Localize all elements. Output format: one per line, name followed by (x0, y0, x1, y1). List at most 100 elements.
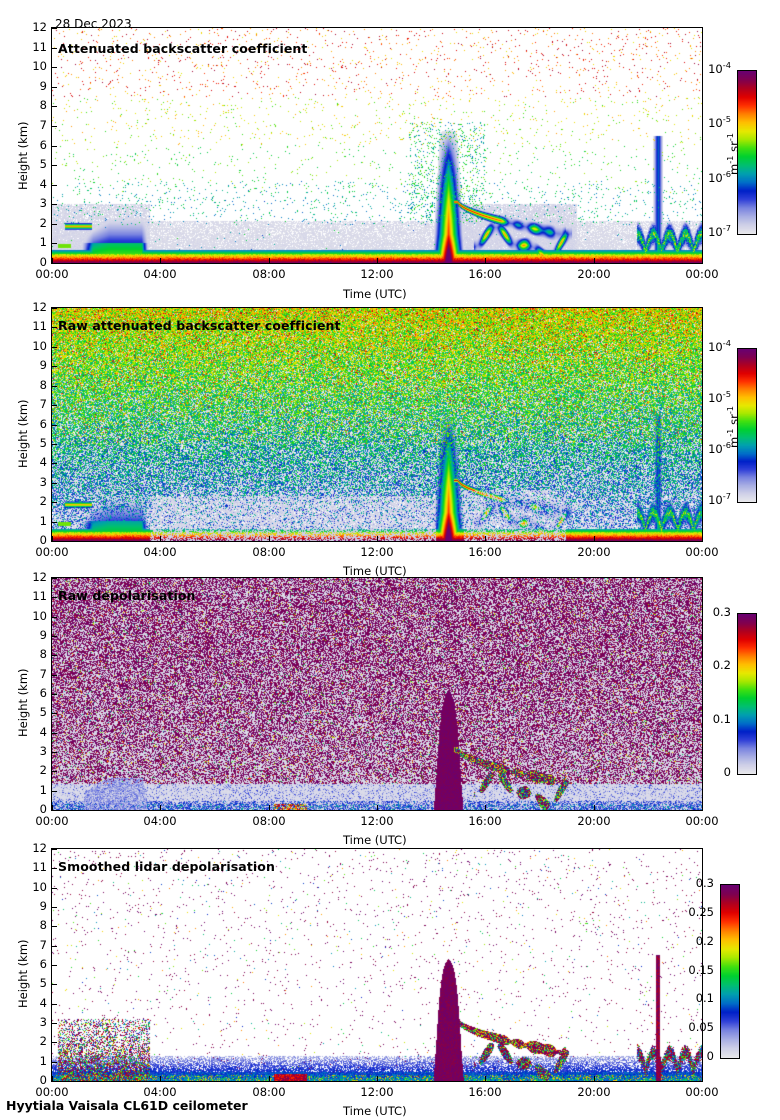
y-tick-mark (52, 733, 57, 734)
plot-area-raw-depolarisation[interactable] (51, 577, 703, 811)
y-tick-mark (52, 243, 57, 244)
x-tick-mark (702, 536, 703, 541)
y-tick-mark (52, 926, 57, 927)
panel-title-attenuated-backscatter: Attenuated backscatter coefficient (58, 41, 308, 56)
y-tick-label: 10 (32, 339, 47, 353)
y-tick-mark (52, 146, 57, 147)
x-tick-label: 20:00 (577, 267, 611, 281)
x-tick-mark (485, 1076, 486, 1081)
x-tick-label: 04:00 (143, 814, 177, 828)
x-tick-label: 08:00 (252, 1085, 286, 1099)
y-tick-mark (52, 868, 57, 869)
x-tick-mark (52, 258, 53, 263)
y-tick-mark (52, 327, 57, 328)
heatmap-canvas-raw-attenuated-backscatter (52, 308, 702, 541)
figure-footer-caption: Hyytiala Vaisala CL61D ceilometer (6, 1098, 248, 1113)
colorbar-tick-label: 10-7 (708, 491, 731, 507)
y-tick-mark (52, 165, 57, 166)
x-tick-mark (269, 1076, 270, 1081)
panel-title-smoothed-lidar-depolarisation: Smoothed lidar depolarisation (58, 859, 275, 874)
y-tick-label: 3 (39, 1015, 47, 1029)
colorbar-tick-label: 0.3 (695, 876, 714, 890)
y-tick-label: 9 (39, 899, 47, 913)
heatmap-canvas-smoothed-lidar-depolarisation (52, 849, 702, 1081)
y-tick-label: 10 (32, 59, 47, 73)
x-tick-mark (160, 805, 161, 810)
x-tick-mark (52, 536, 53, 541)
y-tick-label: 2 (39, 1034, 47, 1048)
x-tick-label: 00:00 (35, 814, 69, 828)
y-tick-mark (52, 106, 57, 107)
y-tick-mark (52, 263, 57, 264)
y-tick-mark (52, 67, 57, 68)
x-tick-label: 08:00 (252, 267, 286, 281)
x-tick-mark (52, 805, 53, 810)
x-axis-label-panel2: Time (UTC) (343, 564, 407, 578)
y-tick-mark (52, 87, 57, 88)
x-tick-mark (594, 258, 595, 263)
y-tick-mark (52, 578, 57, 579)
y-tick-mark (52, 204, 57, 205)
y-tick-mark (52, 1081, 57, 1082)
y-tick-mark (52, 425, 57, 426)
plot-area-smoothed-lidar-depolarisation[interactable] (51, 848, 703, 1082)
x-tick-label: 12:00 (360, 1085, 394, 1099)
x-tick-label: 00:00 (685, 1085, 719, 1099)
y-tick-label: 4 (39, 455, 47, 469)
y-tick-mark (52, 694, 57, 695)
x-tick-label: 20:00 (577, 545, 611, 559)
x-tick-mark (269, 805, 270, 810)
y-tick-mark (52, 655, 57, 656)
colorbar-tick-label: 0.1 (695, 991, 714, 1005)
y-tick-mark (52, 541, 57, 542)
y-tick-mark (52, 675, 57, 676)
y-tick-label: 5 (39, 157, 47, 171)
x-tick-label: 00:00 (685, 545, 719, 559)
y-tick-label: 8 (39, 378, 47, 392)
y-tick-label: 8 (39, 918, 47, 932)
y-tick-label: 7 (39, 938, 47, 952)
y-tick-mark (52, 444, 57, 445)
x-tick-mark (160, 1076, 161, 1081)
x-tick-label: 16:00 (468, 267, 502, 281)
y-tick-label: 3 (39, 744, 47, 758)
y-tick-label: 12 (32, 841, 47, 855)
y-tick-mark (52, 386, 57, 387)
colorbar-gradient-panel1 (738, 71, 756, 234)
y-tick-label: 3 (39, 196, 47, 210)
y-tick-label: 6 (39, 138, 47, 152)
y-tick-label: 6 (39, 957, 47, 971)
y-tick-mark (52, 463, 57, 464)
y-tick-label: 9 (39, 358, 47, 372)
x-tick-label: 16:00 (468, 1085, 502, 1099)
y-tick-label: 6 (39, 417, 47, 431)
y-tick-mark (52, 185, 57, 186)
x-tick-label: 00:00 (35, 267, 69, 281)
colorbar-raw-depolarisation (737, 613, 757, 775)
y-tick-label: 0 (39, 533, 47, 547)
y-tick-label: 8 (39, 98, 47, 112)
y-tick-label: 9 (39, 79, 47, 93)
x-tick-label: 04:00 (143, 1085, 177, 1099)
plot-area-attenuated-backscatter[interactable] (51, 27, 703, 264)
colorbar-tick-label: 0.2 (712, 658, 731, 672)
x-tick-label: 00:00 (685, 814, 719, 828)
plot-area-raw-attenuated-backscatter[interactable] (51, 307, 703, 542)
y-tick-mark (52, 28, 57, 29)
y-tick-mark (52, 502, 57, 503)
colorbar-tick-label: 0.3 (712, 605, 731, 619)
x-tick-mark (160, 258, 161, 263)
x-tick-label: 12:00 (360, 814, 394, 828)
x-tick-mark (594, 536, 595, 541)
y-tick-label: 11 (32, 40, 47, 54)
x-tick-mark (269, 258, 270, 263)
y-tick-label: 11 (32, 319, 47, 333)
y-tick-label: 2 (39, 763, 47, 777)
x-tick-mark (702, 805, 703, 810)
y-tick-mark (52, 1062, 57, 1063)
y-tick-label: 5 (39, 436, 47, 450)
y-tick-label: 2 (39, 494, 47, 508)
x-tick-mark (485, 258, 486, 263)
x-axis-label-panel3: Time (UTC) (343, 833, 407, 847)
